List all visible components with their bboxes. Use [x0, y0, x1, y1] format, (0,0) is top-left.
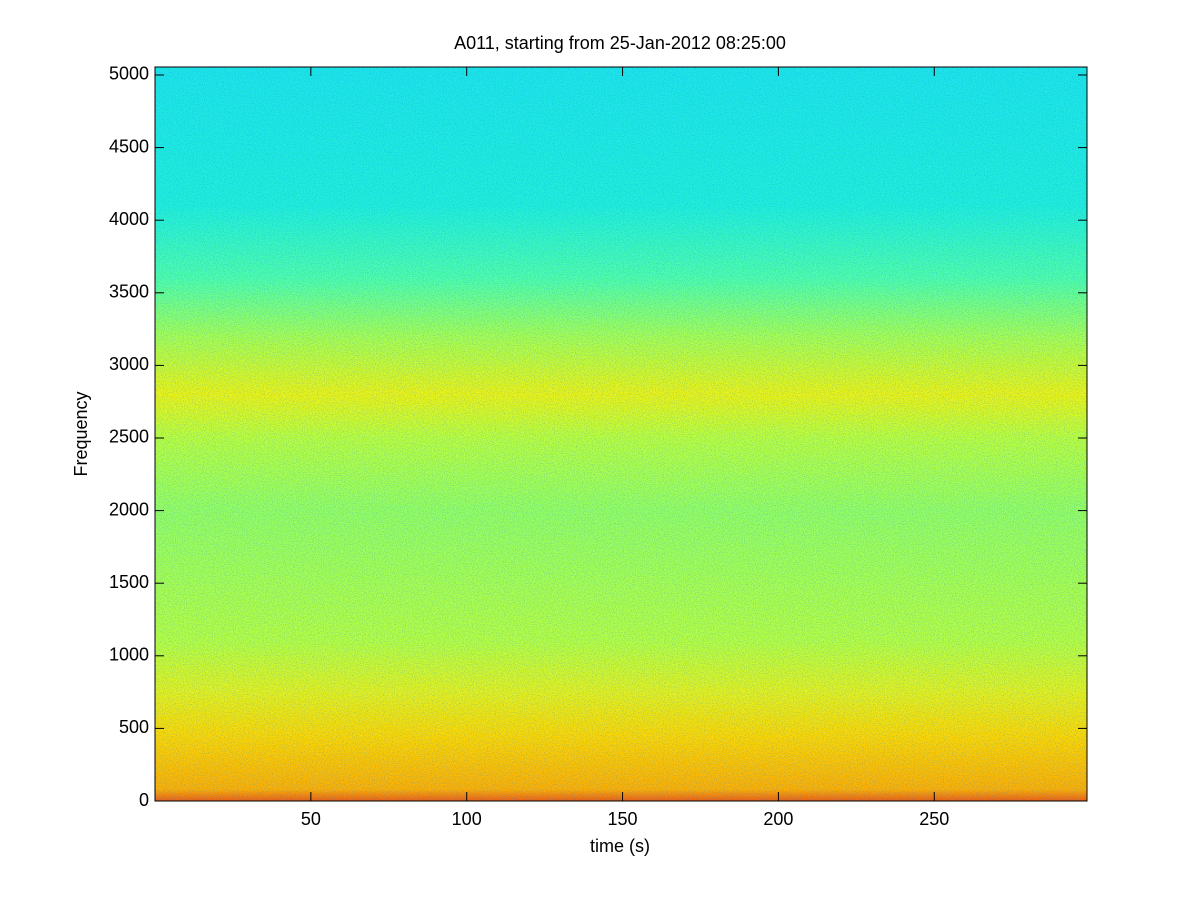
x-tick-label: 100: [452, 809, 482, 829]
y-tick-label: 1500: [109, 572, 149, 592]
spectrogram-noise: [155, 67, 1087, 801]
y-tick-label: 4000: [109, 209, 149, 229]
plot-frame: [154, 66, 1088, 802]
x-tick-label: 50: [301, 809, 321, 829]
y-tick-label: 4500: [109, 136, 149, 156]
y-tick-label: 3500: [109, 282, 149, 302]
y-tick-label: 2500: [109, 427, 149, 447]
y-tick-label: 1000: [109, 645, 149, 665]
x-tick-label: 150: [608, 809, 638, 829]
x-tick-label: 200: [763, 809, 793, 829]
chart-title: A011, starting from 25-Jan-2012 08:25:00: [454, 33, 786, 53]
y-tick-label: 3000: [109, 354, 149, 374]
x-axis-label: time (s): [590, 836, 650, 856]
x-tick-label: 250: [919, 809, 949, 829]
y-axis-label: Frequency: [71, 391, 91, 476]
y-tick-label: 0: [139, 790, 149, 810]
y-tick-label: 5000: [109, 64, 149, 84]
y-tick-label: 500: [119, 717, 149, 737]
y-tick-label: 2000: [109, 499, 149, 519]
